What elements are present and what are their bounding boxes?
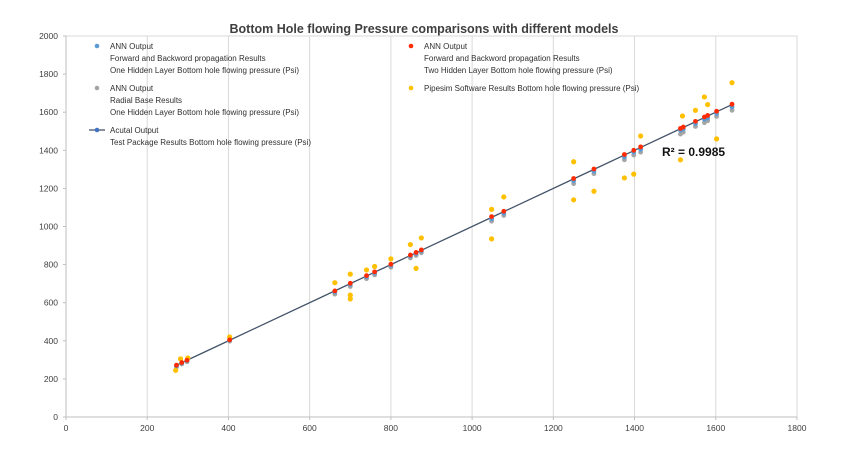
ann-two-hidden-point	[631, 147, 637, 153]
ann-two-hidden-point	[364, 273, 369, 279]
y-tick-label: 600	[44, 298, 58, 308]
ann-two-hidden-point	[347, 280, 353, 286]
ann-two-hidden-point	[714, 108, 719, 114]
legend-label: ANN Output	[110, 84, 154, 93]
x-tick-label: 1400	[625, 423, 644, 433]
legend-label: ANN Output	[110, 42, 154, 51]
legend-label: ANN Output	[424, 42, 468, 51]
ann-two-hidden-point	[184, 357, 190, 363]
ann-two-hidden-point	[571, 176, 577, 181]
pipesim-point	[363, 267, 370, 273]
pipesim-point	[638, 133, 644, 139]
pipesim-point	[713, 136, 720, 142]
ann-two-hidden-point	[388, 261, 394, 267]
legend-label: Acutal Output	[110, 126, 159, 135]
ann-two-hidden-point	[418, 247, 424, 253]
axes: 0 200 400 600 800 1000 1200 1400 1600 1800 0 200 400…	[39, 31, 807, 433]
legend-label: Pipesim Software Results Bottom hole flo…	[424, 84, 640, 93]
pipesim-point	[591, 188, 597, 194]
ann-two-hidden-point	[622, 152, 627, 157]
y-tick-label: 800	[44, 260, 58, 270]
legend-label: Radial Base Results	[110, 96, 182, 105]
y-tick-label: 1800	[39, 69, 58, 79]
ann-two-hidden-point	[489, 214, 495, 219]
legend-label: Forward and Backword propagation Results	[110, 54, 266, 63]
data-points	[173, 80, 735, 373]
legend-dot-marker	[408, 43, 414, 49]
pipesim-point	[347, 296, 353, 302]
x-tick-label: 0	[64, 423, 69, 433]
chart-title: Bottom Hole flowing Pressure comparisons…	[230, 22, 619, 36]
x-tick-label: 1000	[463, 423, 482, 433]
x-tick-label: 1600	[706, 423, 725, 433]
x-tick-label: 800	[384, 423, 398, 433]
x-tick-label: 600	[303, 423, 317, 433]
legend: ANN Output Forward and Backword propagati…	[89, 42, 640, 147]
ann-two-hidden-point	[693, 118, 698, 124]
y-tick-label: 0	[53, 412, 58, 422]
pipesim-point	[705, 101, 711, 108]
ann-two-hidden-point	[372, 269, 378, 275]
ann-two-hidden-point	[729, 101, 735, 107]
pipesim-point	[407, 241, 413, 248]
pipesim-point	[332, 280, 338, 286]
pipesim-point	[372, 263, 378, 270]
legend-label: Test Package Results Bottom hole flowing…	[110, 138, 311, 147]
ann-two-hidden-point	[501, 208, 507, 214]
y-tick-label: 200	[44, 374, 58, 384]
pipesim-point	[677, 157, 684, 163]
pipesim-point	[679, 113, 686, 119]
r-squared-annotation: R² = 0.9985	[662, 145, 725, 159]
ann-two-hidden-point	[413, 250, 419, 255]
ann-two-hidden-point	[705, 113, 711, 118]
y-tick-label: 2000	[39, 31, 58, 41]
pipesim-point	[729, 80, 735, 86]
pipesim-point	[571, 159, 577, 165]
x-tick-label: 200	[140, 423, 154, 433]
pipesim-point	[489, 206, 495, 212]
y-tick-label: 1200	[39, 183, 58, 193]
legend-dot-marker	[94, 127, 100, 133]
pipesim-point	[701, 94, 708, 100]
pipesim-point	[347, 271, 353, 277]
pipesim-point	[631, 171, 637, 177]
pipesim-point	[692, 107, 699, 113]
y-tick-label: 400	[44, 336, 58, 346]
y-tick-label: 1600	[39, 107, 58, 117]
ann-radial-point	[729, 107, 735, 113]
y-tick-label: 1400	[39, 145, 58, 155]
legend-label: Two Hidden Layer Bottom hole flowing pre…	[424, 66, 613, 75]
pipesim-point	[388, 256, 394, 262]
ann-two-hidden-point	[680, 124, 686, 130]
pipesim-point	[173, 367, 179, 373]
x-tick-label: 400	[221, 423, 235, 433]
pipesim-point	[571, 197, 577, 203]
pipesim-point	[621, 175, 628, 181]
x-tick-label: 1800	[788, 423, 807, 433]
ann-two-hidden-point	[174, 362, 179, 368]
legend-dot-marker	[408, 85, 414, 91]
ann-two-hidden-point	[407, 252, 413, 258]
pipesim-point	[418, 235, 424, 241]
pipesim-point	[347, 292, 353, 298]
ann-two-hidden-point	[591, 166, 597, 172]
legend-label: One Hidden Layer Bottom hole flowing pre…	[110, 108, 299, 117]
legend-dot-marker	[94, 43, 100, 49]
pipesim-point	[413, 265, 419, 272]
pipesim-point	[489, 236, 495, 242]
ann-two-hidden-point	[638, 144, 644, 150]
pipesim-point	[501, 194, 507, 200]
x-tick-label: 1200	[544, 423, 563, 433]
ann-two-hidden-point	[227, 337, 233, 343]
ann-two-hidden-point	[179, 360, 185, 365]
y-tick-label: 1000	[39, 222, 58, 232]
legend-label: One Hidden Layer Bottom hole flowing pre…	[110, 66, 299, 75]
ann-two-hidden-point	[332, 288, 338, 294]
legend-dot-marker	[94, 85, 100, 91]
legend-label: Forward and Backword propagation Results	[424, 54, 580, 63]
